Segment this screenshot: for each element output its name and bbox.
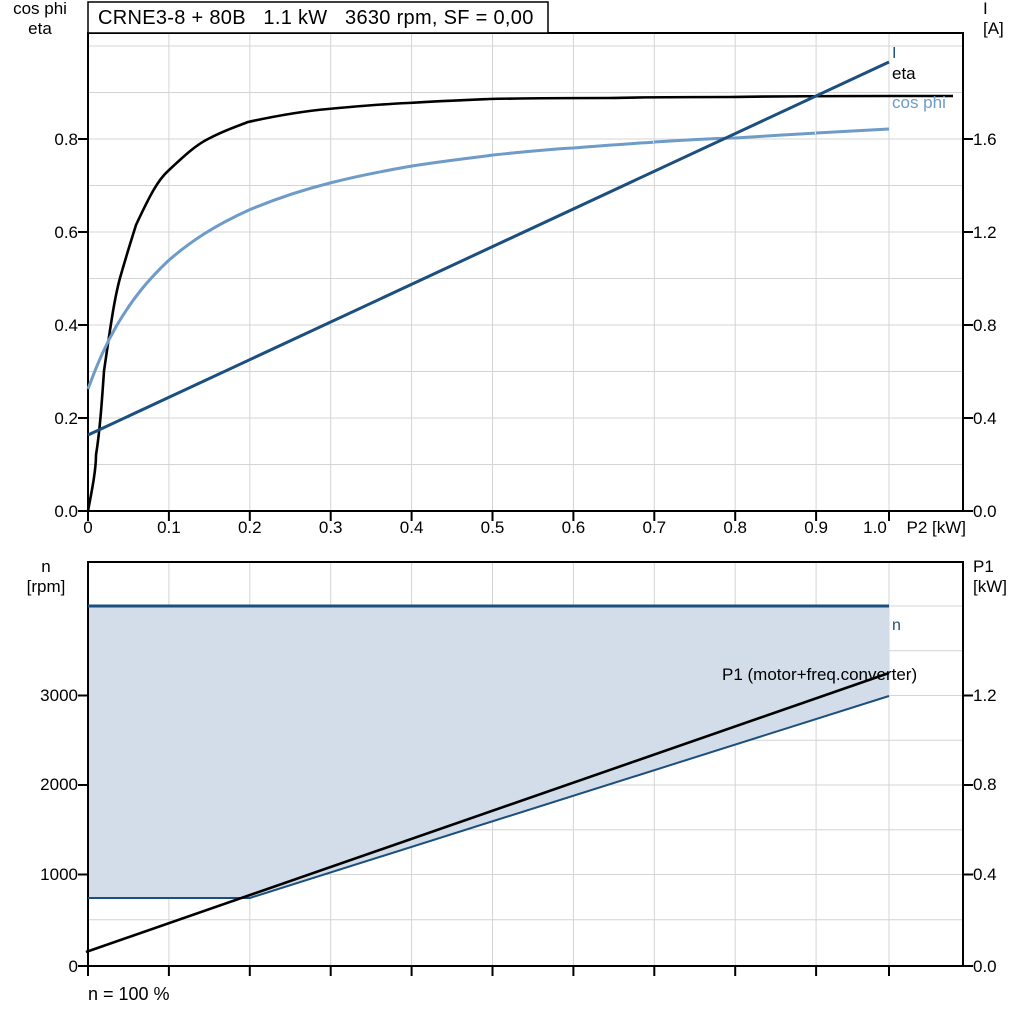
svg-text:1000: 1000 [40,865,78,884]
svg-text:0.6: 0.6 [562,518,586,537]
svg-text:0: 0 [83,518,92,537]
svg-text:n: n [41,557,50,576]
svg-text:0.8: 0.8 [723,518,747,537]
svg-text:[A]: [A] [983,19,1004,38]
svg-text:n = 100 %: n = 100 % [88,984,170,1004]
svg-text:0.8: 0.8 [54,130,78,149]
svg-text:0.6: 0.6 [54,223,78,242]
svg-text:P1 (motor+freq.converter): P1 (motor+freq.converter) [722,665,917,684]
svg-text:0.8: 0.8 [973,316,997,335]
svg-text:0.4: 0.4 [54,316,78,335]
svg-text:0.2: 0.2 [54,409,78,428]
svg-text:1.6: 1.6 [973,130,997,149]
svg-text:[rpm]: [rpm] [27,577,66,596]
svg-text:cos phi: cos phi [13,0,67,18]
svg-text:0.0: 0.0 [973,957,997,976]
svg-text:eta: eta [892,64,916,83]
svg-text:0.3: 0.3 [319,518,343,537]
svg-text:0.5: 0.5 [481,518,505,537]
svg-text:I: I [892,45,896,62]
svg-text:0.9: 0.9 [804,518,828,537]
svg-text:eta: eta [28,19,52,38]
svg-text:0.1: 0.1 [157,518,181,537]
svg-text:0.7: 0.7 [642,518,666,537]
svg-text:1.0: 1.0 [863,518,887,537]
svg-text:0.0: 0.0 [54,502,78,521]
svg-text:P1: P1 [973,557,994,576]
svg-text:1.2: 1.2 [973,223,997,242]
svg-text:P2 [kW]: P2 [kW] [906,518,966,537]
svg-text:cos phi: cos phi [892,93,946,112]
svg-text:CRNE3-8 + 80B 1.1 kW 3630: CRNE3-8 + 80B 1.1 kW 3630 rpm, SF = 0,00 [98,7,534,29]
svg-text:1.2: 1.2 [973,686,997,705]
svg-text:3000: 3000 [40,686,78,705]
svg-text:0.4: 0.4 [973,409,997,428]
svg-text:0.4: 0.4 [400,518,424,537]
svg-text:0.4: 0.4 [973,865,997,884]
svg-text:0.0: 0.0 [973,502,997,521]
svg-text:0: 0 [69,957,78,976]
svg-text:0.8: 0.8 [973,775,997,794]
svg-text:2000: 2000 [40,775,78,794]
svg-text:I: I [983,0,988,18]
svg-text:0.2: 0.2 [238,518,262,537]
svg-text:n: n [892,617,901,634]
svg-text:[kW]: [kW] [973,577,1007,596]
